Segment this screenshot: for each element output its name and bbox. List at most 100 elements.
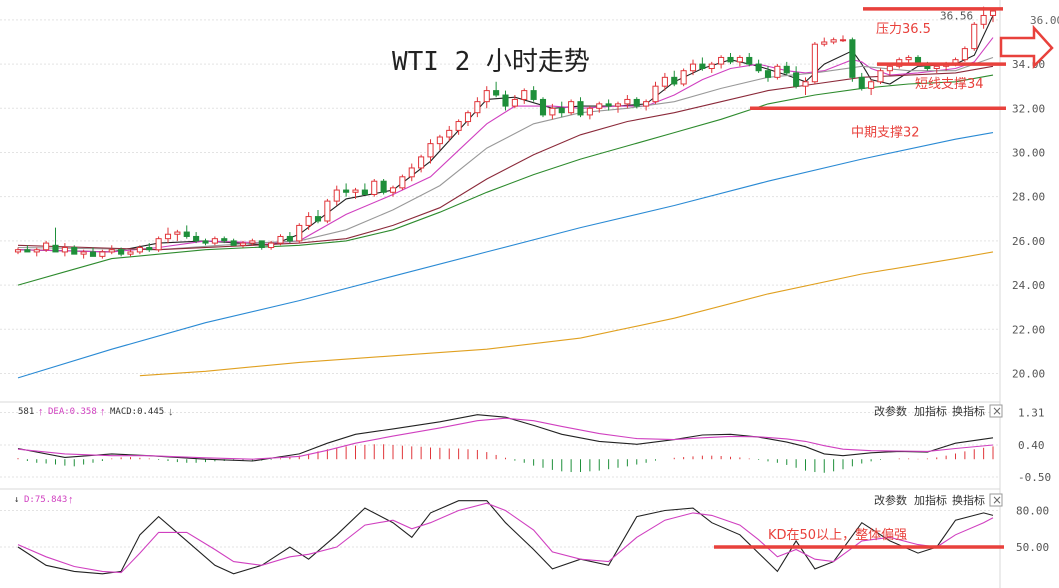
candle-body	[436, 136, 443, 145]
candle-body	[183, 231, 190, 237]
indicator-button-1[interactable]: 改参数	[874, 404, 907, 418]
short-support-label: 短线支撑34	[915, 77, 984, 92]
indicator-button-3[interactable]: 换指标	[952, 404, 985, 418]
main-grid	[0, 19, 1000, 374]
candle	[249, 238, 256, 246]
candle-body	[193, 235, 200, 242]
candle-body	[464, 112, 472, 123]
candle-body	[793, 72, 800, 87]
candle	[755, 59, 762, 73]
candle-body	[277, 235, 284, 244]
candlesticks	[14, 6, 997, 259]
candle-body	[821, 41, 828, 45]
candle-body	[614, 103, 622, 107]
candle	[821, 37, 828, 47]
indicator-button-2[interactable]: 加指标	[914, 404, 947, 418]
candle	[108, 245, 115, 255]
candle	[586, 106, 593, 120]
candle	[183, 225, 190, 239]
candle-body	[33, 249, 40, 253]
candle	[558, 101, 565, 118]
candle	[24, 245, 31, 253]
candle-body	[633, 98, 640, 107]
close-button[interactable]	[989, 404, 1003, 418]
candle	[793, 66, 800, 89]
candle-body	[211, 238, 218, 244]
candle-body	[474, 101, 481, 114]
indicator-button-2[interactable]: 加指标	[914, 493, 947, 507]
y-tick-label: 20.00	[1012, 367, 1045, 380]
candle-body	[258, 240, 265, 249]
candle	[689, 59, 697, 76]
candle-body	[989, 10, 997, 16]
candle	[736, 55, 743, 67]
macd-y-axis: 1.31 0.40 -0.50	[1018, 407, 1051, 484]
candle-body	[605, 103, 612, 107]
candle-body	[352, 189, 359, 193]
kdj-annotation: KD在50以上，整体偏强	[714, 528, 1004, 549]
last-high-label: 36.56	[940, 10, 973, 23]
macd-histogram	[17, 444, 994, 473]
close-button[interactable]	[989, 493, 1003, 507]
candle	[549, 103, 556, 120]
candle-body	[643, 101, 650, 107]
candle-body	[699, 63, 706, 70]
macd-value-label: MACD:0.445	[110, 407, 164, 417]
indicator-button-3[interactable]: 换指标	[952, 493, 985, 507]
candle	[493, 81, 500, 98]
candle	[127, 249, 134, 257]
candle	[52, 227, 59, 253]
macd-y-tick-label: 1.31	[1018, 407, 1045, 420]
candle-body	[286, 235, 293, 242]
macd-y-tick-label: -0.50	[1018, 471, 1051, 484]
macd-legend: 581 ↑ DEA:0.358 ↑ MACD:0.445 ↓	[18, 406, 174, 418]
candle	[577, 97, 584, 118]
candle-body	[727, 56, 734, 63]
ma-line-3	[17, 56, 994, 251]
candle-body	[127, 251, 134, 255]
candle-body	[905, 56, 912, 61]
candle-body	[52, 244, 59, 253]
candle	[464, 110, 472, 126]
candle-body	[652, 85, 659, 103]
candle-body	[268, 242, 275, 249]
candle-body	[811, 43, 818, 83]
candle-body	[99, 251, 106, 257]
kdj-legend-prefix: ↓	[14, 495, 19, 505]
candle	[539, 97, 547, 118]
candle-body	[89, 251, 97, 257]
candle-body	[858, 76, 865, 89]
candle	[521, 88, 528, 104]
candle-body	[43, 242, 50, 251]
macd-legend-prefix: 581	[18, 407, 34, 417]
candle	[783, 61, 790, 76]
candle-body	[324, 200, 331, 222]
candle-body	[680, 70, 687, 85]
candle-body	[221, 238, 228, 242]
indicator-button-1[interactable]: 改参数	[874, 493, 907, 507]
candle	[446, 125, 453, 142]
candle-body	[371, 180, 378, 195]
chart-title: WTI 2 小时走势	[392, 47, 590, 77]
candle-body	[849, 39, 856, 78]
candle-body	[249, 240, 256, 244]
ma-line-6	[17, 132, 994, 379]
candle	[193, 232, 200, 244]
candle-body	[586, 107, 593, 116]
main-y-axis: 34.0032.0030.0028.0026.0024.0022.0020.00…	[1012, 14, 1059, 381]
macd-dea-label: DEA:0.358	[48, 407, 97, 417]
candle-body	[305, 216, 312, 226]
candle-body	[624, 98, 631, 105]
candle	[155, 236, 162, 252]
candle	[136, 245, 143, 255]
kdj-legend: ↓ D:75.843 ↑	[14, 494, 74, 506]
candle	[614, 101, 622, 113]
kdj-annotation-label: KD在50以上，整体偏强	[768, 528, 907, 543]
y-tick-label: 22.00	[1012, 323, 1045, 336]
macd-toolbar: 改参数 加指标 换指标 ×	[874, 404, 1003, 418]
candle	[718, 55, 725, 69]
candle-body	[333, 189, 340, 202]
candle-body	[146, 247, 153, 251]
ma-line-5	[17, 74, 994, 286]
